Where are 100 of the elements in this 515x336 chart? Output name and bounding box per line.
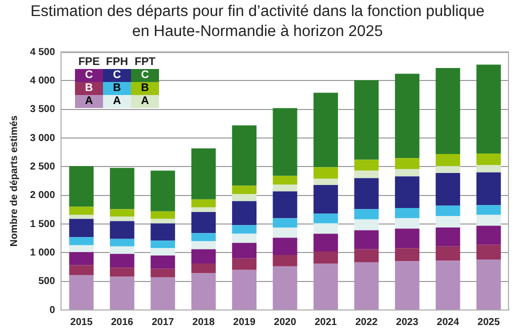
bar (476, 260, 501, 310)
bar (476, 205, 501, 215)
text: C (131, 69, 160, 82)
bar (394, 158, 420, 169)
bar (354, 249, 379, 262)
bar (150, 240, 176, 248)
bar (272, 266, 298, 310)
bar (476, 214, 501, 226)
bar (150, 223, 176, 241)
bar (436, 206, 460, 216)
bar (436, 68, 460, 154)
bar (110, 276, 134, 310)
y-tick-label: 2 000 (30, 190, 56, 202)
x-tick-label: 2017 (152, 316, 174, 328)
bar (354, 262, 379, 310)
bar (272, 218, 298, 228)
x-tick-label: 2020 (274, 316, 297, 328)
text: A (131, 95, 160, 108)
bar (69, 237, 94, 246)
bar (314, 167, 338, 179)
chart-title: Estimation des départs pour fin d’activité dans la fonction publique en Haute-Normandie à horizon 2025 (29, 2, 486, 42)
bar (314, 252, 338, 264)
bar (232, 234, 257, 243)
y-tick-label: 3 000 (30, 132, 56, 144)
x-tick-label: 2024 (436, 316, 460, 328)
bar (110, 168, 134, 210)
bar (436, 227, 460, 246)
bar (436, 246, 460, 261)
annotation: FPH (105, 56, 130, 69)
bar (191, 199, 216, 208)
x-tick-label: 2018 (192, 316, 216, 328)
bar (436, 154, 460, 166)
bar (191, 264, 216, 274)
bar (394, 168, 420, 176)
bar (150, 211, 176, 219)
bar (272, 254, 298, 266)
text: A (103, 95, 132, 108)
bar (272, 176, 298, 184)
bar (69, 166, 94, 207)
bar (110, 254, 134, 268)
bar (69, 275, 94, 310)
bar (69, 265, 94, 276)
bar (394, 176, 420, 208)
y-tick-label: 3 500 (30, 104, 56, 116)
bar (110, 209, 134, 217)
bar (191, 241, 216, 250)
y-tick-label: 4 500 (30, 46, 56, 58)
bar (232, 186, 257, 194)
bar (394, 208, 420, 218)
text: B (131, 82, 160, 95)
bar (150, 248, 176, 256)
bar (191, 148, 216, 200)
x-tick-label: 2025 (478, 316, 500, 328)
bar (69, 252, 94, 266)
bar (69, 245, 94, 252)
y-tick-label: 0 (49, 304, 56, 316)
bar (314, 264, 338, 310)
bar (476, 164, 501, 172)
bar (272, 108, 298, 176)
y-tick-label: 4 000 (30, 75, 56, 86)
bar (436, 216, 460, 228)
bar (314, 223, 338, 234)
y-tick-label: 1 000 (30, 247, 56, 258)
x-tick-label: 2015 (70, 316, 93, 328)
bar (354, 178, 379, 210)
bar (354, 80, 379, 160)
text: B (75, 82, 104, 95)
bar (150, 256, 176, 269)
x-tick-label: 2016 (110, 316, 134, 328)
bar (354, 230, 379, 250)
x-tick-label: 2023 (396, 316, 419, 328)
bar (476, 64, 501, 154)
bar (110, 246, 134, 254)
bar (436, 260, 460, 310)
bar (191, 273, 216, 310)
bar (476, 244, 501, 260)
bar (436, 166, 460, 173)
bar (476, 172, 501, 206)
y-tick-label: 1 500 (30, 218, 56, 230)
annotation: FPT (134, 56, 156, 69)
bar (272, 184, 298, 192)
bar (232, 242, 257, 258)
bar (191, 212, 216, 234)
bar (394, 74, 420, 158)
bar (354, 170, 379, 178)
bar (232, 225, 257, 234)
bar (69, 206, 94, 215)
annotation: FPE (77, 56, 101, 69)
bar (232, 258, 257, 270)
bar (150, 268, 176, 278)
bar (394, 218, 420, 229)
bar (436, 172, 460, 206)
bar (110, 221, 134, 239)
y-axis-title: Nombre de départs estimés (8, 114, 20, 247)
bar (191, 249, 216, 264)
bar (314, 234, 338, 252)
bar (232, 270, 257, 310)
bar (191, 233, 216, 242)
x-tick-label: 2022 (355, 316, 378, 328)
x-tick-label: 2019 (233, 316, 256, 328)
